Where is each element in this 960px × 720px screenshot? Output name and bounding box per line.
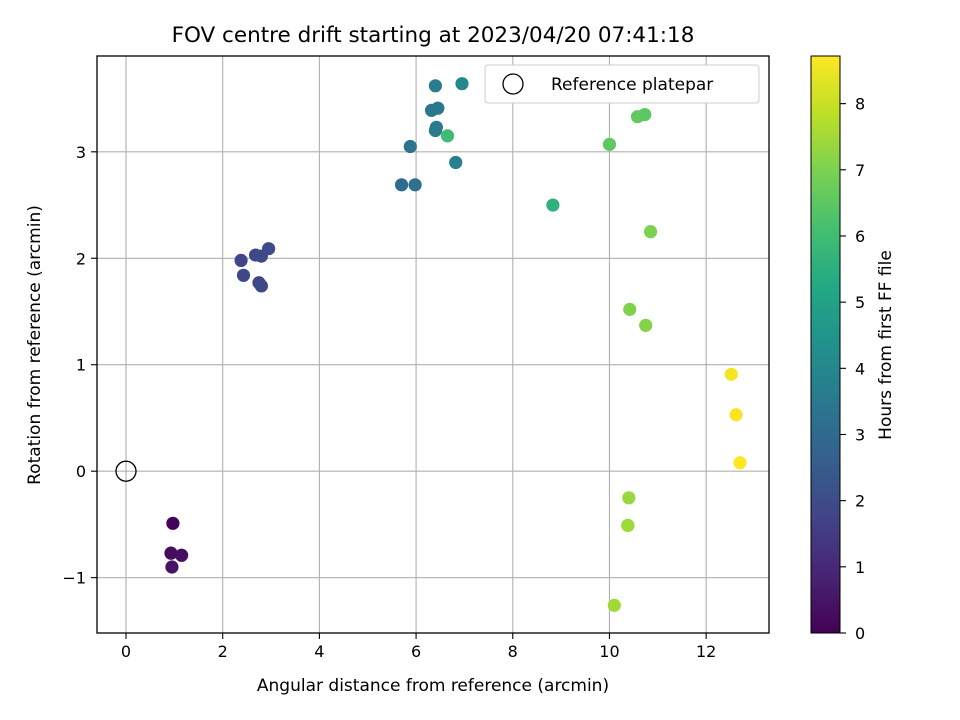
data-point: [175, 548, 189, 562]
scatter-points: [164, 77, 747, 612]
y-tick-label: −1: [62, 569, 86, 588]
colorbar-tick-label: 2: [855, 492, 865, 511]
data-point: [254, 279, 268, 293]
data-point: [643, 225, 658, 239]
x-tick-label: 10: [599, 642, 619, 661]
data-point: [602, 137, 617, 151]
data-point: [403, 139, 417, 154]
data-point: [234, 253, 248, 267]
legend: Reference platepar: [484, 64, 760, 104]
data-point: [729, 408, 743, 422]
data-point: [166, 516, 180, 530]
data-point: [428, 79, 443, 93]
x-tick-label: 2: [218, 642, 228, 661]
data-point: [429, 120, 443, 134]
data-point: [639, 318, 653, 332]
x-axis-label: Angular distance from reference (arcmin): [257, 676, 609, 696]
colorbar-tick-label: 5: [855, 293, 865, 312]
colorbar-tick-label: 3: [855, 425, 865, 444]
colorbar-tick-label: 7: [855, 161, 865, 180]
y-tick-label: 3: [76, 143, 86, 162]
data-point: [621, 518, 635, 533]
colorbar-ticks: 0 1 2 3 4 5 6 7 8: [840, 95, 865, 643]
data-point: [440, 129, 455, 143]
chart-title: FOV centre drift starting at 2023/04/20 …: [172, 23, 695, 48]
x-axis-ticks: 0 2 4 6 8 10 12: [121, 633, 716, 661]
data-point: [262, 242, 276, 256]
colorbar-tick-label: 4: [855, 359, 865, 378]
x-tick-label: 0: [121, 642, 131, 661]
colorbar-tick-label: 8: [855, 95, 865, 114]
data-point: [164, 546, 178, 560]
data-point: [546, 198, 560, 212]
y-axis-label: Rotation from reference (arcmin): [25, 205, 45, 485]
x-tick-label: 4: [314, 642, 324, 661]
colorbar-tick-label: 6: [855, 227, 865, 246]
data-point: [165, 560, 179, 574]
colorbar-label: Hours from first FF file: [876, 250, 896, 440]
legend-marker: [502, 73, 524, 95]
legend-box: [484, 64, 760, 104]
data-point: [455, 77, 469, 91]
x-tick-label: 6: [411, 642, 421, 661]
y-tick-label: 2: [76, 249, 86, 268]
colorbar: [810, 55, 841, 634]
data-point: [449, 155, 463, 170]
data-point: [724, 367, 738, 381]
x-tick-label: 12: [696, 642, 716, 661]
data-point: [431, 101, 445, 115]
legend-entry: Reference platepar: [551, 75, 713, 95]
x-tick-label: 8: [508, 642, 518, 661]
y-tick-label: 0: [76, 462, 86, 481]
colorbar-tick-label: 1: [855, 558, 865, 577]
data-point: [622, 491, 636, 505]
data-point: [408, 178, 422, 192]
y-tick-label: 1: [76, 356, 86, 375]
reference-point: [115, 460, 137, 482]
plot-frame: [96, 55, 770, 634]
grid-lines: [97, 56, 769, 633]
data-point: [623, 302, 637, 316]
data-point: [607, 598, 621, 612]
colorbar-tick-label: 0: [855, 624, 865, 643]
data-point: [236, 268, 251, 282]
y-axis-ticks: −1 0 1 2 3: [62, 143, 97, 588]
reference-marker: [115, 460, 137, 482]
data-point: [638, 107, 652, 122]
data-point: [733, 456, 747, 470]
data-point: [394, 178, 409, 192]
